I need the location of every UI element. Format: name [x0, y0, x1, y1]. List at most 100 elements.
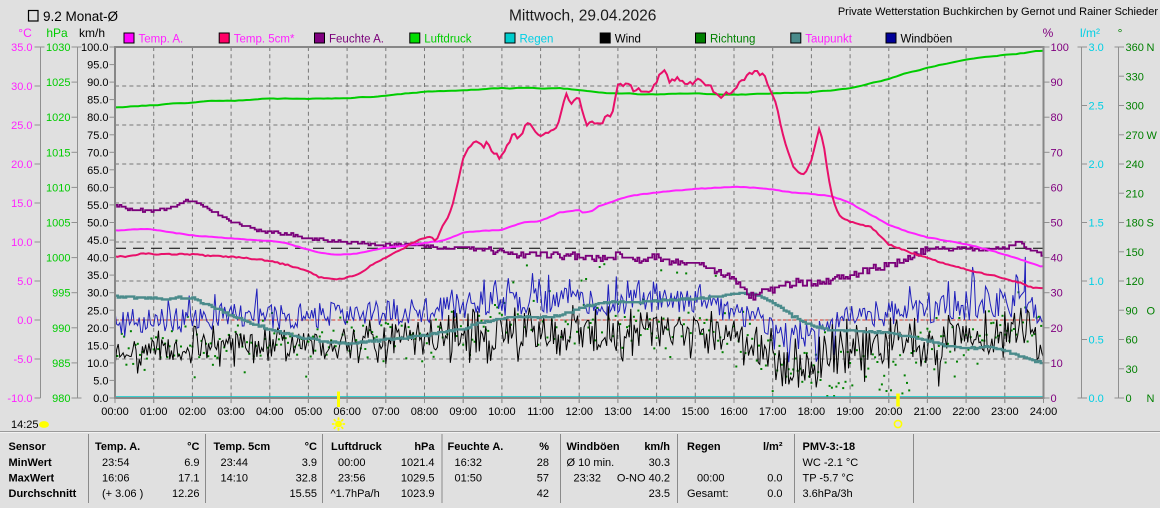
- svg-text:°C: °C: [18, 26, 32, 40]
- svg-text:1029.5: 1029.5: [401, 472, 435, 484]
- svg-text:MaxWert: MaxWert: [9, 472, 55, 484]
- svg-text:14:10: 14:10: [221, 472, 249, 484]
- svg-text:23.5: 23.5: [649, 488, 670, 500]
- svg-text:13:00: 13:00: [604, 406, 632, 418]
- svg-text:00:00: 00:00: [697, 472, 725, 484]
- svg-text:1021.4: 1021.4: [401, 457, 435, 469]
- svg-text:1020: 1020: [46, 112, 70, 124]
- svg-text:15.0: 15.0: [11, 198, 32, 210]
- svg-text:0.0: 0.0: [17, 315, 32, 327]
- svg-text:Luftdruck: Luftdruck: [424, 34, 472, 46]
- svg-text:Temp. 5cm*: Temp. 5cm*: [234, 34, 295, 46]
- svg-text:PMV-3:-18: PMV-3:-18: [803, 441, 856, 453]
- svg-text:30.0: 30.0: [87, 288, 108, 300]
- svg-text:23:56: 23:56: [338, 472, 366, 484]
- svg-text:°C: °C: [187, 441, 199, 453]
- svg-text:20.0: 20.0: [87, 323, 108, 335]
- svg-text:240: 240: [1126, 159, 1144, 171]
- svg-text:360: 360: [1126, 42, 1144, 54]
- svg-text:1000: 1000: [46, 253, 70, 265]
- svg-text:2.0: 2.0: [1089, 159, 1104, 171]
- svg-text:Gesamt:: Gesamt:: [687, 488, 729, 500]
- svg-text:10: 10: [1051, 358, 1063, 370]
- svg-text:25.0: 25.0: [11, 120, 32, 132]
- svg-text:Taupunkt: Taupunkt: [805, 34, 852, 46]
- svg-text:16:06: 16:06: [102, 472, 130, 484]
- svg-text:57: 57: [537, 472, 549, 484]
- svg-text:60: 60: [1126, 335, 1138, 347]
- svg-text:100.0: 100.0: [81, 42, 109, 54]
- svg-text:22:00: 22:00: [952, 406, 980, 418]
- svg-text:18:00: 18:00: [798, 406, 826, 418]
- svg-text:0.0: 0.0: [1089, 393, 1104, 405]
- svg-text:Durchschnitt: Durchschnitt: [9, 488, 77, 500]
- svg-text:06:00: 06:00: [333, 406, 361, 418]
- svg-text:1023.9: 1023.9: [401, 488, 435, 500]
- svg-text:02:00: 02:00: [179, 406, 207, 418]
- svg-text:30.0: 30.0: [11, 81, 32, 93]
- svg-text:85.0: 85.0: [87, 95, 108, 107]
- svg-text:Wind: Wind: [615, 34, 641, 46]
- svg-text:1025: 1025: [46, 77, 70, 89]
- svg-text:28: 28: [537, 457, 549, 469]
- svg-text:990: 990: [52, 323, 70, 335]
- svg-text:985: 985: [52, 358, 70, 370]
- svg-text:14:00: 14:00: [643, 406, 671, 418]
- svg-text:l/m²: l/m²: [763, 441, 783, 453]
- svg-text:16:32: 16:32: [455, 457, 483, 469]
- svg-text:24:00: 24:00: [1030, 406, 1058, 418]
- svg-text:1015: 1015: [46, 147, 70, 159]
- svg-text:10.0: 10.0: [87, 358, 108, 370]
- svg-text:N: N: [1147, 393, 1155, 405]
- svg-text:01:00: 01:00: [140, 406, 168, 418]
- svg-text:km/h: km/h: [79, 26, 105, 40]
- svg-text:270: 270: [1126, 130, 1144, 142]
- svg-text:Temp. A.: Temp. A.: [139, 34, 184, 46]
- svg-text:20:00: 20:00: [875, 406, 903, 418]
- svg-text:6.9: 6.9: [184, 457, 199, 469]
- svg-text:30: 30: [1126, 364, 1138, 376]
- svg-text:995: 995: [52, 288, 70, 300]
- svg-text:180: 180: [1126, 218, 1144, 230]
- svg-text:%: %: [539, 441, 549, 453]
- svg-text:80.0: 80.0: [87, 112, 108, 124]
- svg-text:210: 210: [1126, 188, 1144, 200]
- svg-text:%: %: [1043, 26, 1054, 40]
- svg-text:90.0: 90.0: [87, 77, 108, 89]
- svg-text:1.5: 1.5: [1089, 218, 1104, 230]
- svg-text:Feuchte A.: Feuchte A.: [329, 34, 384, 46]
- svg-text:Private Wetterstation Buchkirc: Private Wetterstation Buchkirchen by Ger…: [838, 6, 1159, 18]
- svg-text:95.0: 95.0: [87, 60, 108, 72]
- svg-text:10:00: 10:00: [488, 406, 516, 418]
- svg-text:5.0: 5.0: [17, 276, 32, 288]
- svg-text:60.0: 60.0: [87, 182, 108, 194]
- svg-text:07:00: 07:00: [372, 406, 400, 418]
- svg-text:25.0: 25.0: [87, 305, 108, 317]
- svg-text:980: 980: [52, 393, 70, 405]
- svg-text:11:00: 11:00: [527, 406, 554, 418]
- svg-text:17:00: 17:00: [759, 406, 787, 418]
- svg-text:03:00: 03:00: [217, 406, 245, 418]
- svg-text:00:00: 00:00: [101, 406, 129, 418]
- svg-text:15.0: 15.0: [87, 340, 108, 352]
- svg-text:O-NO 40.2: O-NO 40.2: [617, 472, 670, 484]
- svg-text:15.55: 15.55: [289, 488, 317, 500]
- svg-text:N: N: [1147, 42, 1155, 54]
- svg-text:Windböen: Windböen: [901, 34, 953, 46]
- svg-text:Temp. 5cm: Temp. 5cm: [214, 441, 271, 453]
- svg-text:30: 30: [1051, 288, 1063, 300]
- svg-text:14:25: 14:25: [11, 419, 39, 431]
- svg-text:35.0: 35.0: [11, 42, 32, 54]
- svg-text:150: 150: [1126, 247, 1144, 259]
- svg-text:32.8: 32.8: [296, 472, 317, 484]
- svg-text:Luftdruck: Luftdruck: [331, 441, 383, 453]
- svg-text:0: 0: [1051, 393, 1057, 405]
- svg-text:Mittwoch, 29.04.2026: Mittwoch, 29.04.2026: [509, 8, 656, 25]
- svg-text:20: 20: [1051, 323, 1063, 335]
- svg-text:04:00: 04:00: [256, 406, 284, 418]
- svg-text:09:00: 09:00: [449, 406, 477, 418]
- svg-text:°C: °C: [305, 441, 317, 453]
- svg-text:08:00: 08:00: [411, 406, 439, 418]
- svg-text:45.0: 45.0: [87, 235, 108, 247]
- svg-text:WC -2.1 °C: WC -2.1 °C: [803, 457, 859, 469]
